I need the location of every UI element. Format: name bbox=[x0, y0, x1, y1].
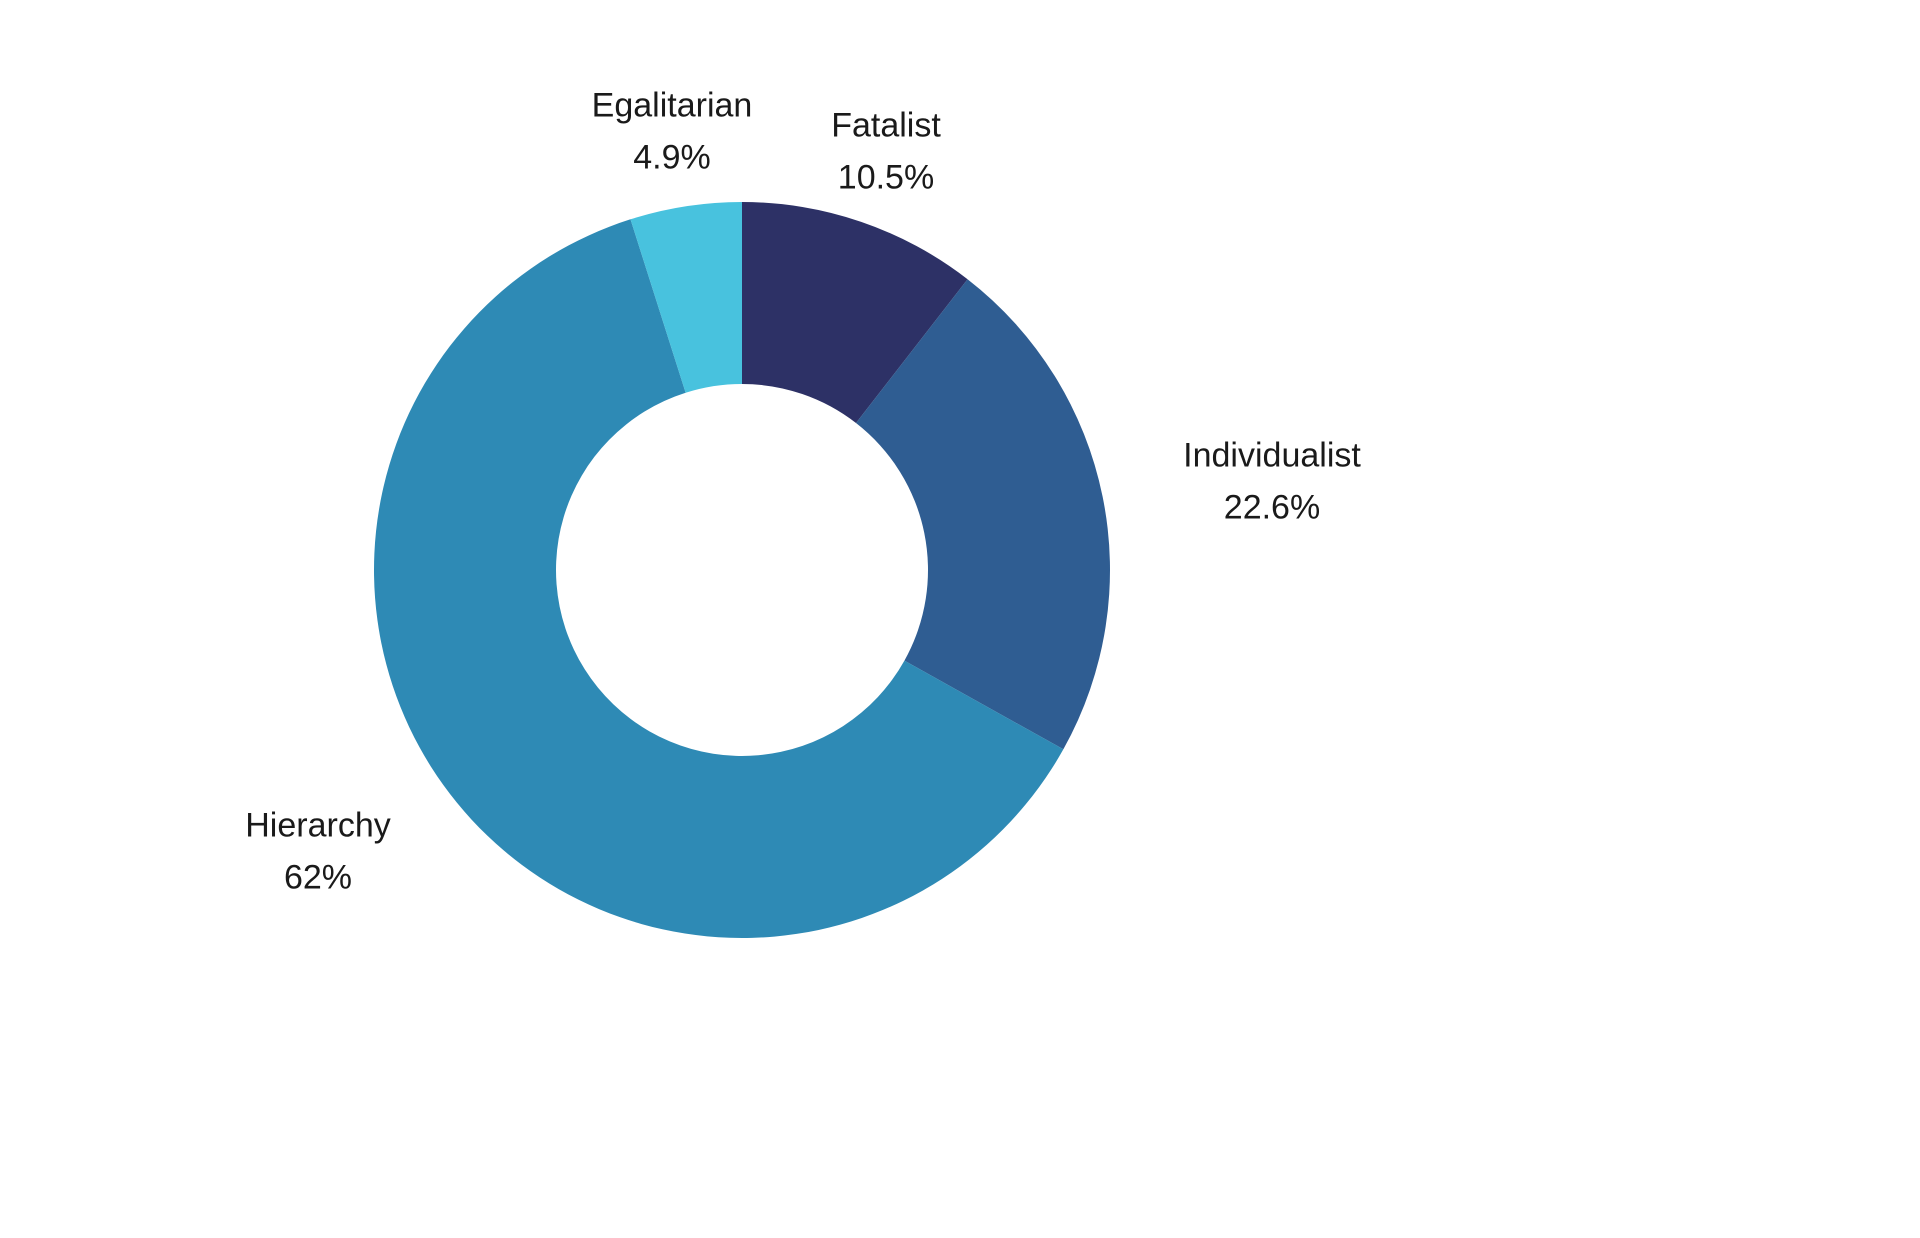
slice-name-text: Hierarchy bbox=[245, 806, 391, 845]
slice-percent-text: 10.5% bbox=[837, 158, 935, 196]
slice-label-hierarchy: Hierarchy 62% bbox=[245, 800, 390, 903]
slice-name-text: Individualist bbox=[1183, 436, 1361, 475]
slice-label-individualist: Individualist 22.6% bbox=[1183, 430, 1361, 533]
slice-name-text: Egalitarian bbox=[591, 86, 753, 125]
slice-percent-text: 4.9% bbox=[633, 138, 711, 176]
slice-hierarchy bbox=[374, 219, 1064, 939]
slice-name-text: Fatalist bbox=[831, 106, 941, 145]
slice-egalitarian bbox=[630, 202, 742, 393]
slice-individualist bbox=[856, 279, 1110, 750]
slice-label-egalitarian: Egalitarian 4.9% bbox=[592, 80, 753, 183]
slice-label-fatalist: Fatalist 10.5% bbox=[831, 100, 941, 203]
slice-percent-text: 22.6% bbox=[1223, 488, 1321, 526]
slice-percent-text: 62% bbox=[283, 858, 353, 896]
slice-fatalist bbox=[742, 202, 968, 424]
